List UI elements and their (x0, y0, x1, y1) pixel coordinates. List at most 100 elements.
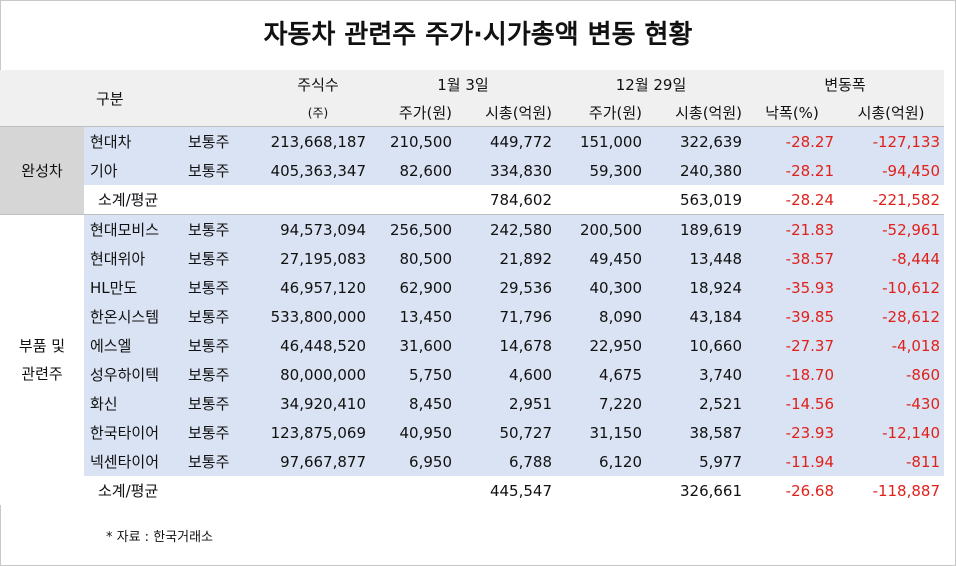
stock-name-cell: 성우하이텍 (84, 360, 184, 389)
mcap-jan3-cell: 14,678 (456, 331, 556, 360)
header-mcap-change: 시총(억원) (838, 98, 945, 127)
mcap-jan3-cell: 50,727 (456, 418, 556, 447)
drop-pct-cell: -28.24 (785, 190, 835, 209)
group-label-parts-line2: 관련주 (21, 365, 63, 383)
stock-name-cell: 한국타이어 (84, 418, 184, 447)
mcap-change-cell: -12,140 (838, 418, 945, 447)
price-jan3-cell: 256,500 (370, 214, 456, 244)
price-jan3-cell (370, 476, 456, 505)
source-note: * 자료 : 한국거래소 (106, 530, 213, 545)
table-row: 한국타이어 보통주 123,875,069 40,950 50,727 31,150 38,… (0, 418, 945, 447)
price-jan3-cell: 62,900 (370, 273, 456, 302)
subtotal-row: 소계/평균 784,602 563,019 -28.24 -221,582 (0, 185, 944, 215)
price-dec29-cell: 151,000 (556, 126, 646, 156)
table-row: HL만도 보통주 46,957,120 62,900 29,536 40,300 18,92… (0, 273, 945, 302)
share-type-cell: 보통주 (184, 214, 266, 244)
mcap-change-cell: -28,612 (838, 302, 945, 331)
header-row-1: 구분 주식수 1월 3일 12월 29일 변동폭 (0, 70, 945, 127)
drop-pct-cell: -35.93 (746, 273, 839, 302)
mcap-change-cell: -52,961 (838, 214, 945, 244)
price-dec29-cell: 31,150 (556, 418, 646, 447)
share-type-cell: 보통주 (184, 244, 266, 273)
share-type-cell: 보통주 (184, 273, 266, 302)
mcap-jan3-cell: 784,602 (489, 190, 552, 209)
mcap-dec29-cell: 322,639 (646, 126, 747, 156)
price-jan3-cell: 5,750 (370, 360, 456, 389)
mcap-dec29-cell: 13,448 (646, 244, 747, 273)
stock-name-cell: 현대모비스 (84, 214, 184, 244)
shares-count-cell: 405,363,347 (266, 156, 370, 185)
mcap-dec29-cell: 326,661 (679, 481, 743, 500)
share-type-cell: 보통주 (184, 389, 266, 418)
price-dec29-cell (556, 185, 646, 215)
shares-count-cell: 533,800,000 (266, 302, 370, 331)
price-jan3-cell (370, 185, 456, 215)
shares-count-cell: 213,668,187 (266, 126, 370, 156)
price-dec29-cell: 22,950 (556, 331, 646, 360)
mcap-dec29-cell: 2,521 (646, 389, 747, 418)
mcap-dec29-cell: 189,619 (646, 214, 747, 244)
drop-pct-cell: -39.85 (746, 302, 839, 331)
share-type-cell: 보통주 (184, 360, 266, 389)
subtotal-row: 소계/평균 445,547 326,661 -26.68 -118,887 (0, 476, 944, 505)
drop-pct-cell: -28.27 (746, 126, 839, 156)
mcap-change-cell: -94,450 (838, 156, 945, 185)
price-dec29-cell: 8,090 (556, 302, 646, 331)
header-price-jan3: 주가(원) (370, 98, 456, 127)
table-row: 성우하이텍 보통주 80,000,000 5,750 4,600 4,675 3,740 -1… (0, 360, 945, 389)
table-row: 현대위아 보통주 27,195,083 80,500 21,892 49,450 13,44… (0, 244, 945, 273)
drop-pct-cell: -11.94 (746, 447, 839, 476)
price-jan3-cell: 40,950 (370, 418, 456, 447)
shares-count-cell (266, 185, 370, 215)
table-row: 기아 보통주 405,363,347 82,600 334,830 59,300 240,3… (0, 156, 945, 185)
stock-name-cell: 소계/평균 (98, 482, 159, 500)
mcap-jan3-cell: 449,772 (456, 126, 556, 156)
mcap-jan3-cell: 4,600 (456, 360, 556, 389)
mcap-jan3-cell: 29,536 (456, 273, 556, 302)
mcap-dec29-cell: 43,184 (646, 302, 747, 331)
mcap-dec29-cell: 18,924 (646, 273, 747, 302)
stock-name-cell: 소계/평균 (98, 191, 159, 209)
shares-count-cell: 46,448,520 (266, 331, 370, 360)
drop-pct-cell: -23.93 (746, 418, 839, 447)
mcap-dec29-cell: 563,019 (679, 190, 743, 209)
table-row: 화신 보통주 34,920,410 8,450 2,951 7,220 2,521 -14.5… (0, 389, 945, 418)
mcap-jan3-cell: 21,892 (456, 244, 556, 273)
drop-pct-cell: -18.70 (746, 360, 839, 389)
header-change: 변동폭 (746, 70, 945, 98)
price-jan3-cell: 13,450 (370, 302, 456, 331)
mcap-change-cell: -8,444 (838, 244, 945, 273)
table-row: 넥센타이어 보통주 97,667,877 6,950 6,788 6,120 5,977 -1… (0, 447, 945, 476)
header-drop-pct: 낙폭(%) (746, 98, 839, 127)
mcap-dec29-cell: 240,380 (646, 156, 747, 185)
header-mcap-dec29: 시총(억원) (646, 98, 747, 127)
header-shares-unit: (주) (266, 98, 370, 127)
mcap-change-cell: -118,887 (872, 481, 941, 500)
drop-pct-cell: -14.56 (746, 389, 839, 418)
price-dec29-cell (556, 476, 646, 505)
mcap-jan3-cell: 6,788 (456, 447, 556, 476)
shares-count-cell (266, 476, 370, 505)
mcap-change-cell: -811 (838, 447, 945, 476)
stock-name-cell: 화신 (84, 389, 184, 418)
mcap-dec29-cell: 38,587 (646, 418, 747, 447)
price-dec29-cell: 59,300 (556, 156, 646, 185)
mcap-jan3-cell: 445,547 (489, 481, 552, 500)
drop-pct-cell: -27.37 (746, 331, 839, 360)
header-jan3: 1월 3일 (370, 70, 556, 98)
mcap-change-cell: -221,582 (872, 190, 941, 209)
price-jan3-cell: 31,600 (370, 331, 456, 360)
mcap-dec29-cell: 3,740 (646, 360, 747, 389)
header-shares: 주식수 (266, 70, 370, 98)
shares-count-cell: 97,667,877 (266, 447, 370, 476)
price-dec29-cell: 40,300 (556, 273, 646, 302)
share-type-cell: 보통주 (184, 156, 266, 185)
table-row: 완성차 현대차 보통주 213,668,187 210,500 449,772 151,00… (0, 126, 945, 215)
header-dec29: 12월 29일 (556, 70, 747, 98)
stock-name-cell: 에스엘 (84, 331, 184, 360)
drop-pct-cell: -26.68 (785, 481, 835, 500)
price-jan3-cell: 8,450 (370, 389, 456, 418)
group-label-parts-line1: 부품 및 (18, 337, 66, 355)
share-type-cell: 보통주 (184, 126, 266, 156)
stock-name-cell: 기아 (84, 156, 184, 185)
